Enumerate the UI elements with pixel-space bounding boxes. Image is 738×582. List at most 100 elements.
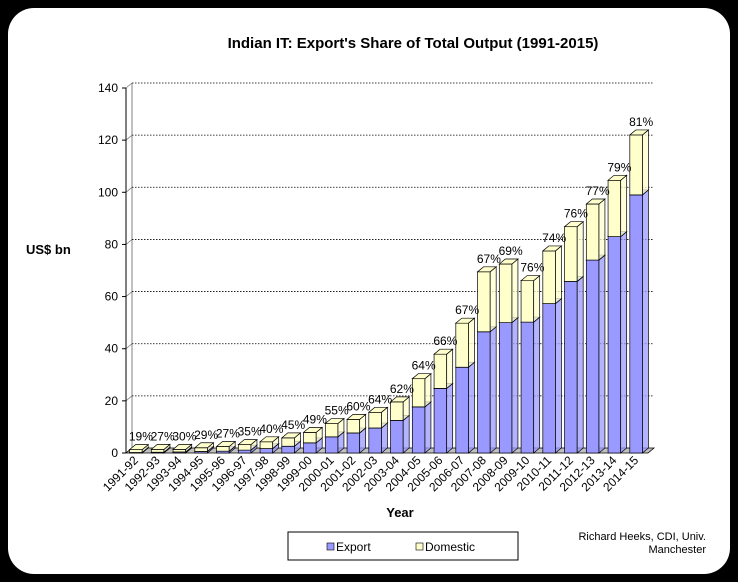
bar-domestic-side <box>642 129 649 196</box>
bar-domestic-front <box>607 179 622 237</box>
bar-domestic-side <box>489 266 497 333</box>
bar-domestic <box>498 258 519 324</box>
bar-domestic-top <box>454 317 476 324</box>
bar-export-front <box>237 449 252 454</box>
bar-domestic-front <box>390 401 404 421</box>
bar-domestic-side <box>511 258 519 324</box>
bar-domestic-front <box>303 432 317 444</box>
bar-export-side <box>576 275 584 454</box>
bar-export <box>498 316 519 454</box>
bar-domestic-side <box>598 198 606 261</box>
bar-domestic-top <box>324 418 345 424</box>
bar-export-front <box>324 436 339 454</box>
data-label: 45% <box>281 418 305 432</box>
bar-domestic <box>607 174 628 238</box>
data-label: 67% <box>477 252 501 266</box>
bar-domestic-top <box>346 414 367 420</box>
bar-domestic-front <box>259 441 274 449</box>
bar-domestic-front <box>433 353 448 389</box>
data-label: 27% <box>151 429 175 443</box>
bar-export-side <box>620 230 628 454</box>
bar-export <box>520 316 541 454</box>
bar-domestic-front <box>324 423 339 438</box>
data-label: 62% <box>390 382 414 396</box>
bar-export-front <box>498 322 513 454</box>
bar-domestic-front <box>346 419 361 434</box>
bar-export <box>476 326 498 454</box>
bar-domestic-top <box>585 198 606 205</box>
legend: Export Domestic <box>287 531 519 561</box>
data-label: 76% <box>520 261 544 275</box>
data-label: 64% <box>412 359 436 373</box>
legend-label-export: Export <box>336 540 371 554</box>
bar-export <box>433 382 454 454</box>
bar-domestic-top <box>215 441 237 447</box>
bar-export <box>585 254 606 454</box>
bar-domestic-front <box>629 134 643 196</box>
bar-domestic <box>367 406 389 429</box>
bar-domestic-top <box>498 258 519 265</box>
bar-domestic-side <box>533 274 541 323</box>
y-tick-label: 120 <box>98 133 118 147</box>
bar-domestic-side <box>424 372 432 408</box>
legend-swatch-domestic <box>415 542 424 551</box>
y-tick-label: 140 <box>98 81 118 95</box>
bar-domestic-front <box>455 322 469 368</box>
bar-domestic-front <box>411 378 426 408</box>
bar-domestic-front <box>216 446 230 452</box>
bar-domestic-top <box>150 444 171 450</box>
data-label: 79% <box>607 160 631 174</box>
data-label: 74% <box>542 231 566 245</box>
bar-domestic-top <box>476 266 498 273</box>
legend-label-domestic: Domestic <box>425 540 475 554</box>
bar-export-front <box>564 281 578 454</box>
bar-domestic <box>433 348 454 390</box>
bar-domestic-top <box>389 396 411 403</box>
y-tick-label: 0 <box>111 446 118 460</box>
y-tick-label: 60 <box>105 290 119 304</box>
bar-export-front <box>281 445 295 454</box>
y-tick-label: 40 <box>105 342 119 356</box>
bar-export-front <box>390 420 404 454</box>
bar-export-front <box>259 448 274 454</box>
bar-export-side <box>533 316 541 454</box>
bars <box>128 129 650 454</box>
bar-domestic-front <box>477 271 491 333</box>
bar-domestic-top <box>259 436 280 443</box>
bar-domestic <box>476 266 498 333</box>
bar-export-front <box>629 194 643 454</box>
bar-domestic <box>520 274 541 323</box>
bar-domestic-front <box>564 226 578 282</box>
bar-export <box>563 275 585 454</box>
bar-domestic <box>389 396 411 422</box>
bar-export-front <box>607 236 622 454</box>
y-tick-label: 20 <box>105 394 119 408</box>
bar-domestic-front <box>281 437 295 447</box>
bar-export-front <box>433 387 448 454</box>
bar-export-side <box>402 414 410 454</box>
bar-export-front <box>585 259 600 454</box>
y-axis-label: US$ bn <box>26 242 71 257</box>
bar-export-front <box>346 432 361 454</box>
bar-domestic-side <box>446 348 454 390</box>
bar-domestic-front <box>542 250 556 304</box>
bar-domestic-front <box>498 263 513 323</box>
bar-domestic <box>411 372 432 408</box>
credit-line-2: Manchester <box>649 544 707 556</box>
data-label: 64% <box>368 392 392 406</box>
bar-domestic <box>563 220 585 283</box>
bar-export-front <box>477 331 491 454</box>
bar-domestic-top <box>541 245 563 252</box>
gridline-depth <box>125 239 133 245</box>
data-labels: 19%27%30%29%27%35%40%45%49%55%60%64%62%6… <box>129 115 654 444</box>
bar-export-front <box>542 303 556 454</box>
data-label: 27% <box>216 426 240 440</box>
data-label: 67% <box>455 303 479 317</box>
bar-domestic-top <box>280 432 302 439</box>
bar-domestic <box>585 198 606 261</box>
data-label: 30% <box>172 429 196 443</box>
gridline-depth <box>125 343 133 350</box>
y-axis-ticks: 0 20 40 60 80 100 120 140 <box>98 81 127 460</box>
legend-box <box>287 531 519 561</box>
data-label: 81% <box>629 115 653 129</box>
